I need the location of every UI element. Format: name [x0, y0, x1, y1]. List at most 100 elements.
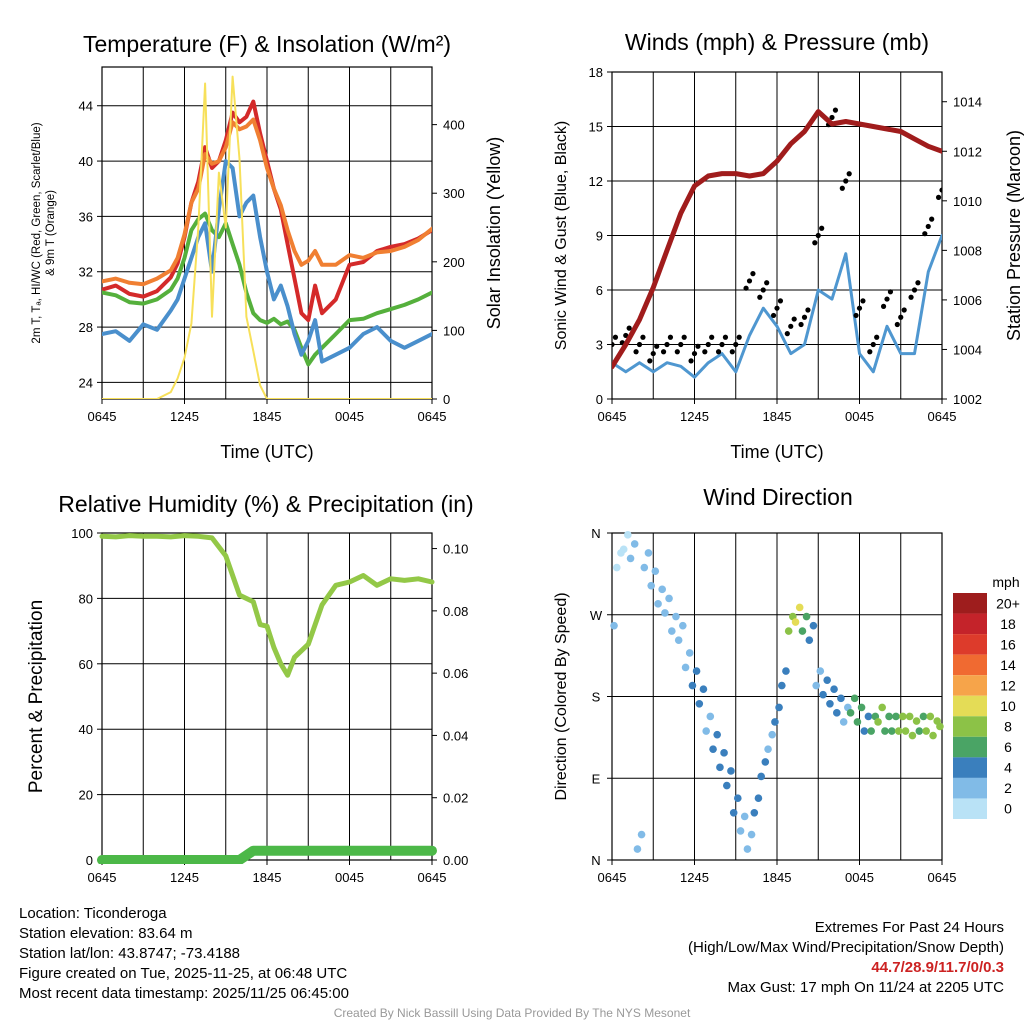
x-tick-label: 0045: [335, 409, 364, 424]
y2-axis-label-group: Station Pressure (Maroon): [1004, 130, 1024, 341]
y2-tick-label: 0.10: [443, 542, 468, 557]
series-insolation: [102, 75, 432, 399]
y2-tick-label: 200: [443, 255, 465, 270]
direction-point: [778, 681, 786, 690]
gust-point: [774, 305, 780, 311]
direction-point: [885, 712, 893, 721]
gust-point: [829, 114, 835, 121]
gust-point: [870, 341, 876, 348]
direction-point: [874, 718, 882, 726]
direction-point: [816, 667, 825, 675]
gust-point: [939, 187, 942, 193]
x-tick-label: 1845: [763, 409, 792, 424]
gust-point: [612, 341, 615, 348]
direction-point: [922, 727, 930, 735]
gust-point: [915, 280, 921, 286]
colorbar-swatch: [953, 613, 987, 635]
direction-point: [795, 603, 804, 612]
recent-timestamp: Most recent data timestamp: 2025/11/25 0…: [19, 985, 349, 1002]
colorbar-tick-label: 6: [1004, 739, 1012, 755]
gust-point: [788, 323, 794, 329]
colorbar-swatch: [953, 634, 987, 655]
y2-tick-label: 0: [443, 392, 450, 407]
gust-point: [709, 334, 715, 340]
gust-point: [688, 358, 694, 364]
y-tick-label: N: [591, 526, 600, 541]
gust-point: [750, 271, 756, 277]
station-elevation: Station elevation: 83.64 m: [19, 925, 193, 942]
gust-point: [935, 194, 942, 200]
gust-point: [801, 314, 808, 320]
y-tick-label: E: [592, 771, 601, 786]
chart-title: Relative Humidity (%) & Precipitation (i…: [58, 491, 473, 517]
y-axis-label: 2m T, Tₐ, HI/WC (Red, Green, Scarlet/Blu…: [31, 122, 43, 343]
colorbar-swatch: [953, 736, 987, 758]
y-axis-label: Sonic Wind & Gust (Blue, Black): [553, 121, 570, 350]
direction-point: [929, 731, 937, 740]
direction-point: [888, 727, 896, 735]
direction-point: [905, 712, 914, 721]
y2-tick-label: 0.00: [443, 853, 468, 868]
y-tick-label: 28: [79, 320, 93, 335]
colorbar-tick-label: 12: [1000, 677, 1016, 693]
series-hiwc: [102, 159, 432, 364]
gust-point: [612, 334, 619, 340]
gust-point: [911, 287, 918, 293]
gust-point: [719, 341, 725, 348]
gust-point: [846, 171, 852, 177]
gust-point: [729, 349, 735, 355]
direction-point: [688, 681, 697, 690]
direction-point: [624, 531, 632, 539]
direction-point: [819, 690, 827, 699]
gust-point: [874, 334, 880, 340]
x-tick-label: 0645: [88, 409, 117, 424]
direction-point: [702, 727, 710, 735]
y-tick-label: 20: [79, 788, 93, 803]
direction-point: [695, 699, 704, 708]
gust-point: [929, 216, 935, 222]
direction-point: [619, 545, 628, 554]
direction-point: [692, 667, 701, 675]
gust-point: [664, 341, 670, 348]
direction-point: [878, 703, 886, 712]
direction-point: [681, 663, 690, 672]
gust-point: [705, 341, 711, 348]
direction-point: [830, 685, 838, 694]
x-tick-label: 0645: [598, 870, 627, 885]
gust-point: [880, 303, 887, 309]
y2-tick-label: 1004: [953, 342, 982, 357]
y2-tick-label: 0.08: [443, 604, 468, 619]
gust-point: [815, 232, 821, 239]
direction-point: [823, 676, 831, 684]
y-tick-label: 44: [79, 99, 93, 114]
direction-point: [654, 600, 662, 608]
gust-point: [757, 294, 763, 300]
direction-point: [846, 709, 855, 717]
gust-point: [678, 341, 684, 348]
direction-point: [768, 730, 776, 739]
direction-point: [867, 727, 875, 735]
direction-point: [805, 636, 814, 644]
direction-point: [740, 812, 749, 821]
direction-point: [892, 712, 900, 721]
direction-point: [713, 730, 721, 739]
direction-point: [853, 718, 862, 726]
x-axis-label: Time (UTC): [730, 442, 823, 462]
direction-point: [637, 830, 646, 839]
direction-point: [716, 763, 724, 772]
x-tick-label: 0645: [418, 409, 447, 424]
series-temp: [102, 99, 432, 323]
direction-point: [743, 845, 752, 853]
figure-created: Figure created on Tue, 2025-11-25, at 06…: [19, 965, 348, 982]
direction-point: [926, 712, 935, 721]
gust-point: [832, 107, 839, 113]
gust-point: [843, 178, 849, 184]
colorbar-tick-label: 8: [1004, 719, 1012, 735]
direction-point: [679, 621, 687, 630]
series-dewpoint: [102, 211, 432, 367]
x-tick-label: 1245: [680, 409, 709, 424]
gust-point: [853, 312, 859, 319]
gust-point: [760, 287, 766, 293]
y-tick-label: 18: [589, 65, 603, 80]
y-tick-label: 6: [596, 283, 603, 298]
